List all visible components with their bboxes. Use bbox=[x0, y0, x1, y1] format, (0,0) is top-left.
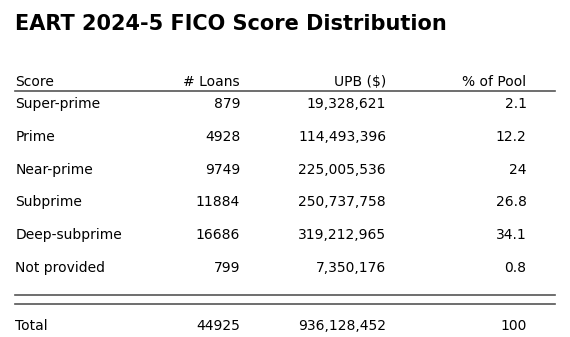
Text: 250,737,758: 250,737,758 bbox=[299, 195, 386, 209]
Text: 9749: 9749 bbox=[205, 162, 240, 177]
Text: 24: 24 bbox=[509, 162, 527, 177]
Text: 12.2: 12.2 bbox=[496, 130, 527, 144]
Text: 319,212,965: 319,212,965 bbox=[298, 228, 386, 242]
Text: 879: 879 bbox=[214, 97, 240, 111]
Text: 4928: 4928 bbox=[205, 130, 240, 144]
Text: 936,128,452: 936,128,452 bbox=[298, 319, 386, 333]
Text: Super-prime: Super-prime bbox=[15, 97, 100, 111]
Text: UPB ($): UPB ($) bbox=[334, 75, 386, 89]
Text: 799: 799 bbox=[214, 261, 240, 275]
Text: 100: 100 bbox=[500, 319, 527, 333]
Text: Subprime: Subprime bbox=[15, 195, 82, 209]
Text: 114,493,396: 114,493,396 bbox=[298, 130, 386, 144]
Text: EART 2024-5 FICO Score Distribution: EART 2024-5 FICO Score Distribution bbox=[15, 13, 447, 34]
Text: 16686: 16686 bbox=[196, 228, 240, 242]
Text: 19,328,621: 19,328,621 bbox=[307, 97, 386, 111]
Text: 34.1: 34.1 bbox=[496, 228, 527, 242]
Text: Near-prime: Near-prime bbox=[15, 162, 93, 177]
Text: 26.8: 26.8 bbox=[496, 195, 527, 209]
Text: 0.8: 0.8 bbox=[504, 261, 527, 275]
Text: Prime: Prime bbox=[15, 130, 55, 144]
Text: 2.1: 2.1 bbox=[504, 97, 527, 111]
Text: Not provided: Not provided bbox=[15, 261, 105, 275]
Text: % of Pool: % of Pool bbox=[462, 75, 527, 89]
Text: 7,350,176: 7,350,176 bbox=[316, 261, 386, 275]
Text: Score: Score bbox=[15, 75, 54, 89]
Text: 225,005,536: 225,005,536 bbox=[299, 162, 386, 177]
Text: 44925: 44925 bbox=[196, 319, 240, 333]
Text: 11884: 11884 bbox=[196, 195, 240, 209]
Text: Total: Total bbox=[15, 319, 48, 333]
Text: # Loans: # Loans bbox=[184, 75, 240, 89]
Text: Deep-subprime: Deep-subprime bbox=[15, 228, 122, 242]
